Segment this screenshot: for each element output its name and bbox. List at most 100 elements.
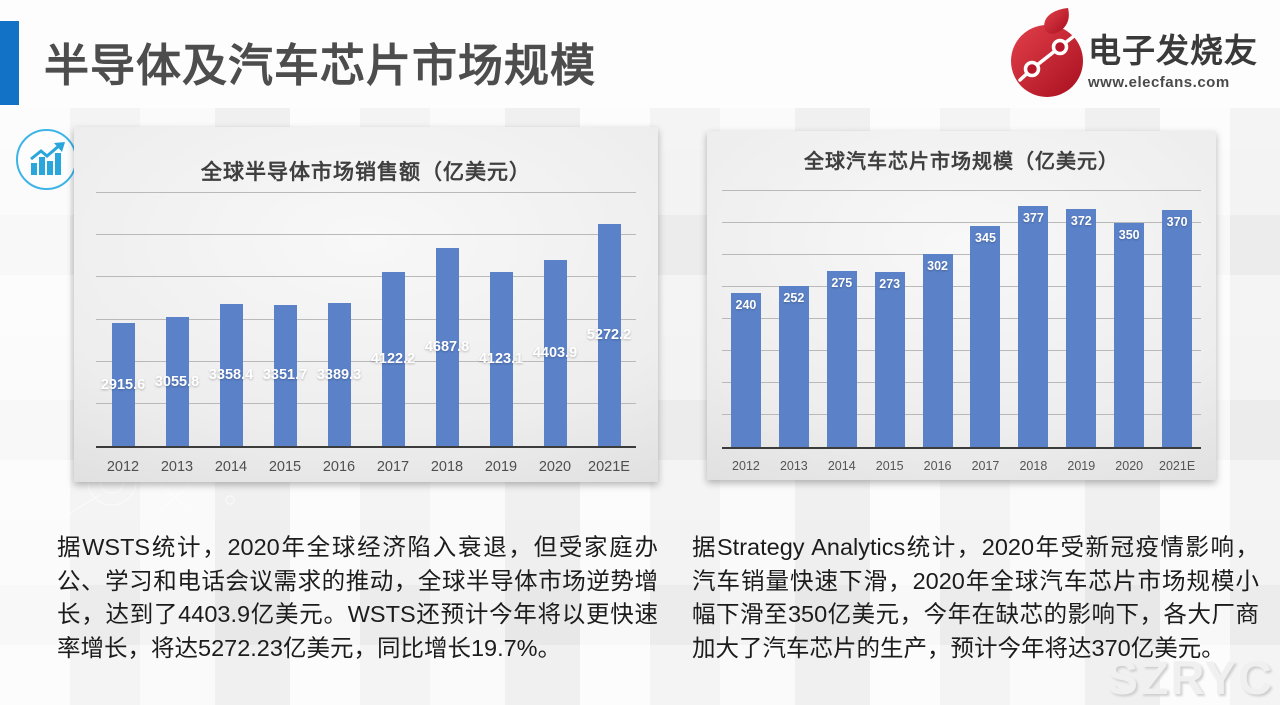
bar-slot: 302 (914, 191, 962, 447)
bar: 5272.2 (587, 223, 631, 446)
bar-value-label: 3055.8 (154, 373, 200, 390)
bar-value-label: 4123.1 (478, 351, 524, 368)
bar-value-label: 273 (879, 277, 901, 292)
grid-line (96, 360, 636, 362)
bar-slot: 275 (818, 191, 866, 447)
x-axis-label: 2019 (1067, 459, 1096, 473)
x-axis-label: 2017 (971, 459, 1000, 473)
x-axis-label: 2015 (875, 459, 904, 473)
bar-slot: 3351.7 (258, 193, 312, 446)
bar-value-label: 370 (1166, 215, 1188, 230)
bar-slot: 3055.8 (150, 193, 204, 446)
bar-value-label: 4122.2 (370, 351, 416, 368)
plot-area: 2915.6 3055.8 3358.4 3351.7 3389.3 4122.2 4687… (96, 192, 636, 448)
grid-line (96, 276, 636, 278)
grid-line (722, 414, 1201, 415)
bar: 2915.6 (101, 323, 145, 446)
bar: 4123.1 (479, 272, 523, 446)
bar: 345 (970, 226, 1001, 447)
x-axis-label: 2014 (214, 459, 248, 475)
x-axis-labels: 2012 2013 2014 2015 2016 2017 2018 2019 2020 2021… (722, 459, 1201, 473)
semiconductor-market-chart: 全球半导体市场销售额（亿美元） 2915.6 3055.8 3358.4 3351.7… (74, 127, 658, 482)
bar-value-label: 3358.4 (208, 367, 254, 384)
bar: 350 (1114, 223, 1145, 447)
bar: 372 (1066, 208, 1097, 447)
bar: 3351.7 (263, 304, 307, 446)
x-axis-label: 2016 (322, 459, 356, 475)
title-accent-bar (0, 21, 19, 105)
chart-title: 全球半导体市场销售额（亿美元） (201, 161, 531, 184)
x-axis-label: 2021E (588, 459, 630, 475)
bar: 4122.2 (371, 272, 415, 446)
bar-value-label: 5272.2 (586, 326, 632, 343)
note-semiconductor: 据WSTS统计，2020年全球经济陷入衰退，但受家庭办公、学习和电话会议需求的推… (57, 534, 658, 661)
x-axis-label: 2012 (732, 459, 760, 473)
chart-title: 全球汽车芯片市场规模（亿美元） (804, 151, 1119, 173)
bar-slot: 5272.2 (582, 193, 636, 446)
x-axis-label: 2015 (268, 459, 302, 475)
bar-value-label: 3389.3 (316, 366, 362, 383)
auto-chip-market-chart: 全球汽车芯片市场规模（亿美元） 240 252 275 273 302 345 377 372… (707, 131, 1216, 480)
x-axis-label: 2014 (827, 459, 856, 473)
bar-slot: 345 (962, 191, 1010, 447)
bar-value-label: 275 (831, 276, 853, 290)
bar-trend-icon (29, 141, 65, 175)
bar-value-label: 2915.6 (100, 376, 146, 393)
bar-slot: 2915.6 (96, 193, 150, 446)
bar-slot: 4123.1 (474, 193, 528, 446)
bar-slot: 372 (1057, 191, 1105, 447)
bar-slot: 377 (1009, 191, 1057, 447)
grid-line (722, 286, 1201, 287)
logo-name: 电子发烧友 (1088, 32, 1258, 69)
grid-line (722, 190, 1201, 191)
x-axis-label: 2018 (430, 459, 464, 475)
bar-slot: 252 (770, 191, 818, 447)
bar-value-label: 240 (735, 298, 757, 313)
x-axis-label: 2013 (779, 459, 808, 473)
grid-line (96, 318, 636, 320)
bar-value-label: 252 (783, 290, 805, 305)
grid-line (722, 222, 1201, 223)
bars: 2915.6 3055.8 3358.4 3351.7 3389.3 4122.2 4687… (96, 193, 636, 446)
bar-slot: 3358.4 (204, 193, 258, 446)
x-axis-label: 2021E (1159, 459, 1196, 473)
elecfans-logo: 电子发烧友 www.elecfans.com (1000, 2, 1268, 102)
watermark: SZRYC (1106, 651, 1274, 704)
grid-line (722, 350, 1201, 351)
bar: 3055.8 (155, 317, 199, 446)
bar-slot: 3389.3 (312, 193, 366, 446)
bars: 240 252 275 273 302 345 377 372 350 370 (722, 191, 1201, 447)
x-axis-label: 2012 (106, 459, 140, 475)
bar: 3358.4 (209, 304, 253, 446)
bar-value-label: 345 (975, 231, 996, 246)
bar-slot: 350 (1105, 191, 1153, 447)
x-axis-label: 2013 (160, 459, 194, 475)
x-axis-label: 2016 (923, 459, 952, 473)
bar: 3389.3 (317, 303, 361, 446)
bar: 273 (874, 272, 905, 447)
x-axis-label: 2019 (484, 459, 518, 475)
grid-line (96, 234, 636, 236)
bar-slot: 370 (1153, 191, 1201, 447)
x-axis-label: 2020 (538, 459, 572, 475)
bar-value-label: 350 (1118, 228, 1140, 242)
bar: 4687.8 (425, 248, 469, 446)
x-axis-labels: 2012 2013 2014 2015 2016 2017 2018 2019 2020 2021… (96, 459, 636, 475)
bar: 4403.9 (533, 260, 577, 446)
bar-value-label: 372 (1070, 213, 1092, 228)
grid-line (722, 318, 1201, 319)
bar-value-label: 302 (927, 258, 949, 273)
bar-value-label: 4403.9 (532, 345, 578, 362)
note-auto-chip: 据Strategy Analytics统计，2020年受新冠疫情影响，汽车销量快… (692, 534, 1259, 661)
bar: 240 (730, 293, 761, 447)
bar-slot: 273 (866, 191, 914, 447)
bar-slot: 4687.8 (420, 193, 474, 446)
bar: 302 (922, 253, 953, 447)
x-axis-label: 2018 (1019, 459, 1048, 473)
bar-slot: 240 (722, 191, 770, 447)
grid-line (722, 254, 1201, 255)
bar-value-label: 4687.8 (424, 339, 470, 356)
bar: 377 (1018, 205, 1049, 447)
grid-line (96, 192, 636, 193)
bar: 252 (778, 285, 809, 447)
